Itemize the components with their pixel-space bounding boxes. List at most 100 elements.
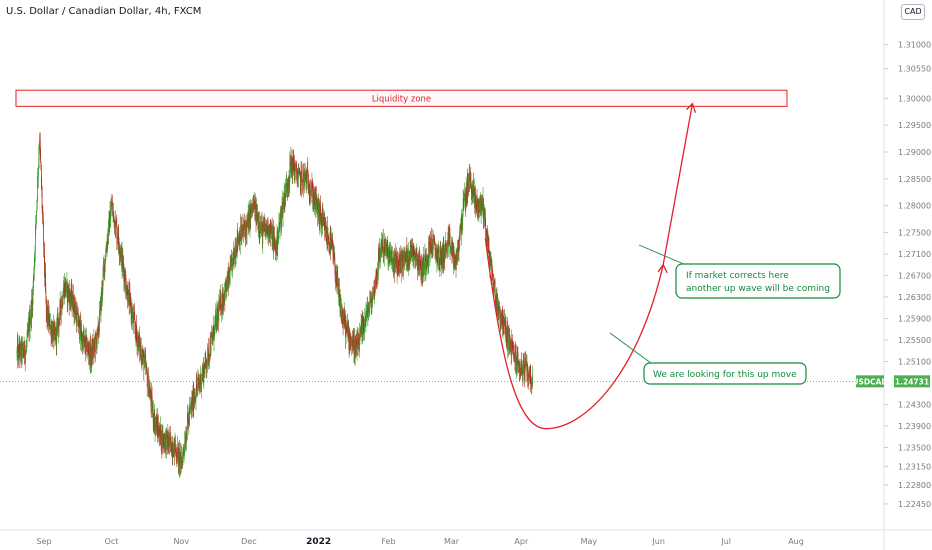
candle-body (322, 213, 323, 226)
candle-body (61, 297, 63, 308)
candle-body (321, 218, 323, 226)
candle-body (75, 307, 77, 318)
candle-body (395, 254, 397, 264)
candle-body (477, 206, 478, 211)
y-tick-label: 1.26700 (898, 272, 931, 281)
candle-body (55, 327, 57, 343)
candle-body (336, 270, 338, 286)
candle-body (504, 320, 506, 325)
candle-body (376, 269, 377, 278)
candle-body (196, 383, 198, 390)
candle-body (184, 442, 186, 452)
candle-body (35, 218, 37, 231)
candle-body (237, 238, 239, 243)
candle-body (30, 305, 32, 320)
candle-body (196, 389, 198, 390)
candle-body (54, 334, 56, 336)
candle-body (183, 451, 185, 452)
candle-body (36, 200, 38, 211)
candle-body (284, 195, 286, 197)
candle-body (205, 354, 207, 360)
candle-body (140, 344, 141, 352)
candle-body (335, 278, 336, 282)
candle-body (517, 352, 518, 354)
candle-body (461, 224, 463, 226)
candle-body (158, 436, 160, 441)
candle-body (289, 177, 290, 183)
candle-body (446, 243, 448, 256)
candle-body (412, 247, 413, 256)
currency-badge[interactable]: CAD (901, 4, 925, 20)
candle-body (525, 361, 527, 365)
x-tick-label: Nov (174, 537, 190, 546)
candle-body (227, 280, 228, 283)
candle-body (382, 239, 384, 254)
candle-body (23, 353, 25, 355)
x-tick-label: Mar (444, 537, 460, 546)
candle-body (435, 250, 436, 255)
candle-body (336, 270, 338, 284)
candle-body (230, 260, 232, 268)
candle-body (244, 228, 246, 231)
candle-body (143, 362, 145, 370)
candle-body (342, 318, 344, 322)
candle-body (173, 443, 175, 457)
candle-body (246, 221, 248, 235)
candle-body (220, 295, 222, 313)
candle-body (338, 288, 340, 290)
candle-body (111, 204, 112, 207)
candle-body (287, 183, 289, 190)
candle-body (408, 252, 410, 265)
candle-body (103, 263, 105, 268)
candle-body (440, 249, 441, 256)
candle-body (360, 323, 362, 336)
candle-body (127, 302, 129, 305)
candle-body (355, 339, 357, 347)
candle-body (422, 267, 423, 277)
candle-body (515, 352, 517, 371)
candle-body (54, 327, 56, 335)
candle-body (486, 235, 488, 239)
candle-body (177, 447, 178, 462)
candle-body (46, 309, 48, 320)
candle-body (122, 258, 124, 267)
candle-body (296, 173, 298, 179)
candle-body (407, 259, 409, 262)
candle-body (232, 258, 233, 273)
candle-body (253, 200, 254, 207)
candle-body (148, 389, 150, 396)
candle-body (524, 368, 526, 381)
candle-body (531, 383, 533, 387)
candle-body (529, 371, 531, 373)
candle-body (498, 304, 499, 310)
candle-body (242, 224, 244, 231)
candle-body (136, 336, 138, 347)
candle-body (520, 362, 522, 376)
candle-body (481, 203, 483, 210)
candle-body (243, 229, 244, 233)
candle-body (418, 258, 420, 268)
candle-body (368, 308, 370, 311)
candle-body (128, 290, 130, 306)
candle-body (530, 372, 532, 381)
candle-body (500, 321, 502, 324)
candle-body (509, 338, 511, 340)
candle-body (145, 357, 147, 369)
candle-body (29, 316, 30, 334)
candle-body (245, 228, 246, 239)
candle-body (504, 320, 505, 324)
candle-body (374, 286, 375, 296)
candle-body (26, 341, 28, 347)
candle-body (443, 244, 444, 262)
candle-body (464, 192, 466, 195)
candle-body (325, 225, 326, 237)
candle-body (69, 296, 71, 302)
candle-body (292, 156, 294, 161)
candle-body (530, 380, 532, 388)
candle-body (74, 309, 76, 316)
candle-body (23, 349, 24, 354)
candle-body (522, 369, 523, 371)
candle-body (284, 193, 285, 208)
candle-body (335, 276, 337, 284)
